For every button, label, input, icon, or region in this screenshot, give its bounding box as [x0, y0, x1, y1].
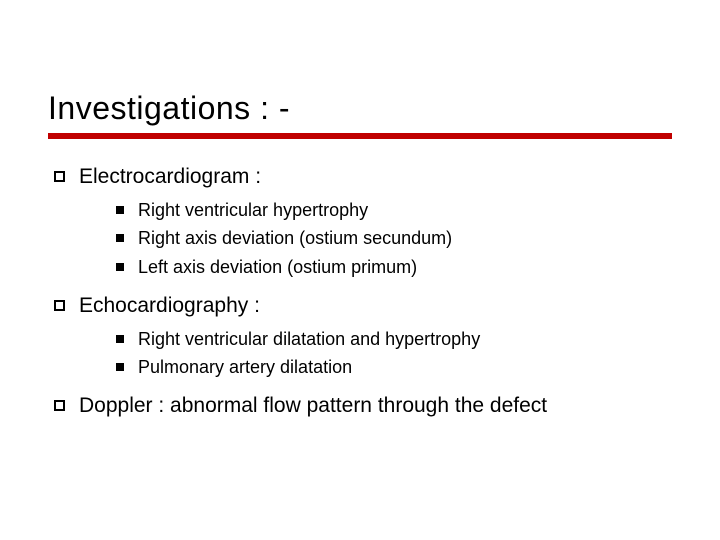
list-item: Left axis deviation (ostium primum)	[116, 254, 672, 280]
title-underline-rule	[48, 133, 672, 139]
list-item: Right axis deviation (ostium secundum)	[116, 225, 672, 251]
square-filled-bullet-icon	[116, 335, 124, 343]
list-item: Right ventricular dilatation and hypertr…	[116, 326, 672, 352]
sub-item-text: Right ventricular dilatation and hypertr…	[138, 326, 480, 352]
section-heading: Doppler : abnormal flow pattern through …	[79, 392, 547, 420]
content-list: Electrocardiogram : Right ventricular hy…	[54, 163, 672, 421]
square-filled-bullet-icon	[116, 263, 124, 271]
square-filled-bullet-icon	[116, 363, 124, 371]
list-item: Doppler : abnormal flow pattern through …	[54, 392, 672, 420]
list-item: Electrocardiogram : Right ventricular hy…	[54, 163, 672, 280]
section-heading: Echocardiography :	[79, 292, 260, 320]
square-filled-bullet-icon	[116, 234, 124, 242]
square-open-bullet-icon	[54, 171, 65, 182]
sub-item-text: Right ventricular hypertrophy	[138, 197, 368, 223]
list-item: Echocardiography : Right ventricular dil…	[54, 292, 672, 381]
section-heading: Electrocardiogram :	[79, 163, 261, 191]
sublist: Right ventricular dilatation and hypertr…	[116, 326, 672, 380]
sub-item-text: Right axis deviation (ostium secundum)	[138, 225, 452, 251]
square-open-bullet-icon	[54, 400, 65, 411]
list-item: Pulmonary artery dilatation	[116, 354, 672, 380]
sub-item-text: Pulmonary artery dilatation	[138, 354, 352, 380]
square-filled-bullet-icon	[116, 206, 124, 214]
sublist: Right ventricular hypertrophy Right axis…	[116, 197, 672, 279]
square-open-bullet-icon	[54, 300, 65, 311]
list-item: Right ventricular hypertrophy	[116, 197, 672, 223]
slide-title: Investigations : -	[48, 90, 672, 127]
sub-item-text: Left axis deviation (ostium primum)	[138, 254, 417, 280]
